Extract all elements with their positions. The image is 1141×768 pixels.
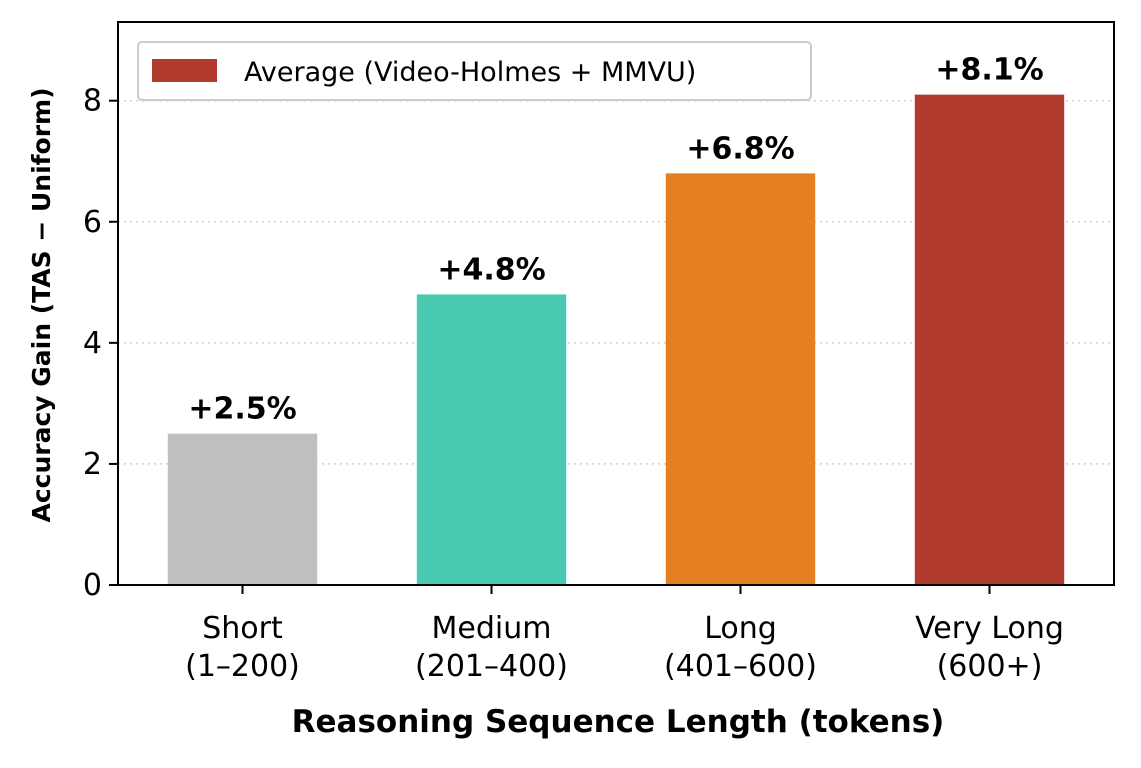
y-tick-label: 6 xyxy=(83,205,102,240)
y-axis-title: Accuracy Gain (TAS − Uniform) xyxy=(27,87,56,522)
legend[interactable]: Average (Video-Holmes + MMVU) xyxy=(137,41,812,101)
x-tick-label: Very Long xyxy=(915,611,1064,646)
bar-value-label: +8.1% xyxy=(935,53,1043,88)
bar-value-label: +6.8% xyxy=(686,131,794,166)
bar[interactable] xyxy=(167,433,318,585)
y-tick-label: 8 xyxy=(83,84,102,119)
x-tick-label: Long xyxy=(704,611,777,646)
legend-label: Average (Video-Holmes + MMVU) xyxy=(244,57,696,88)
y-tick-label: 2 xyxy=(83,447,102,482)
legend-swatch xyxy=(152,59,217,82)
x-tick-label: (1–200) xyxy=(185,649,300,684)
data-labels: +2.5% +4.8% +6.8% +8.1% xyxy=(188,53,1043,427)
y-tick-label: 0 xyxy=(83,568,102,603)
x-tick-label: Short xyxy=(202,611,283,646)
plot-frame xyxy=(117,21,1115,586)
bar[interactable] xyxy=(665,173,816,585)
bar[interactable] xyxy=(914,94,1065,585)
x-tick-label: Medium xyxy=(432,611,552,646)
x-tick-label: (201–400) xyxy=(415,649,568,684)
bar-value-label: +4.8% xyxy=(437,252,545,287)
bar[interactable] xyxy=(416,294,567,585)
legend-frame xyxy=(137,41,812,101)
x-axis-ticks: Short(1–200) Medium(201–400) Long(401–600)… xyxy=(185,585,1064,684)
bar-value-label: +2.5% xyxy=(188,392,296,427)
y-tick-label: 4 xyxy=(83,326,102,361)
x-tick-label: (600+) xyxy=(937,649,1043,684)
x-tick-label: (401–600) xyxy=(664,649,817,684)
bars xyxy=(167,94,1065,585)
y-axis-ticks: 0 2 4 6 8 xyxy=(83,84,118,603)
x-axis-title: Reasoning Sequence Length (tokens) xyxy=(292,704,945,740)
